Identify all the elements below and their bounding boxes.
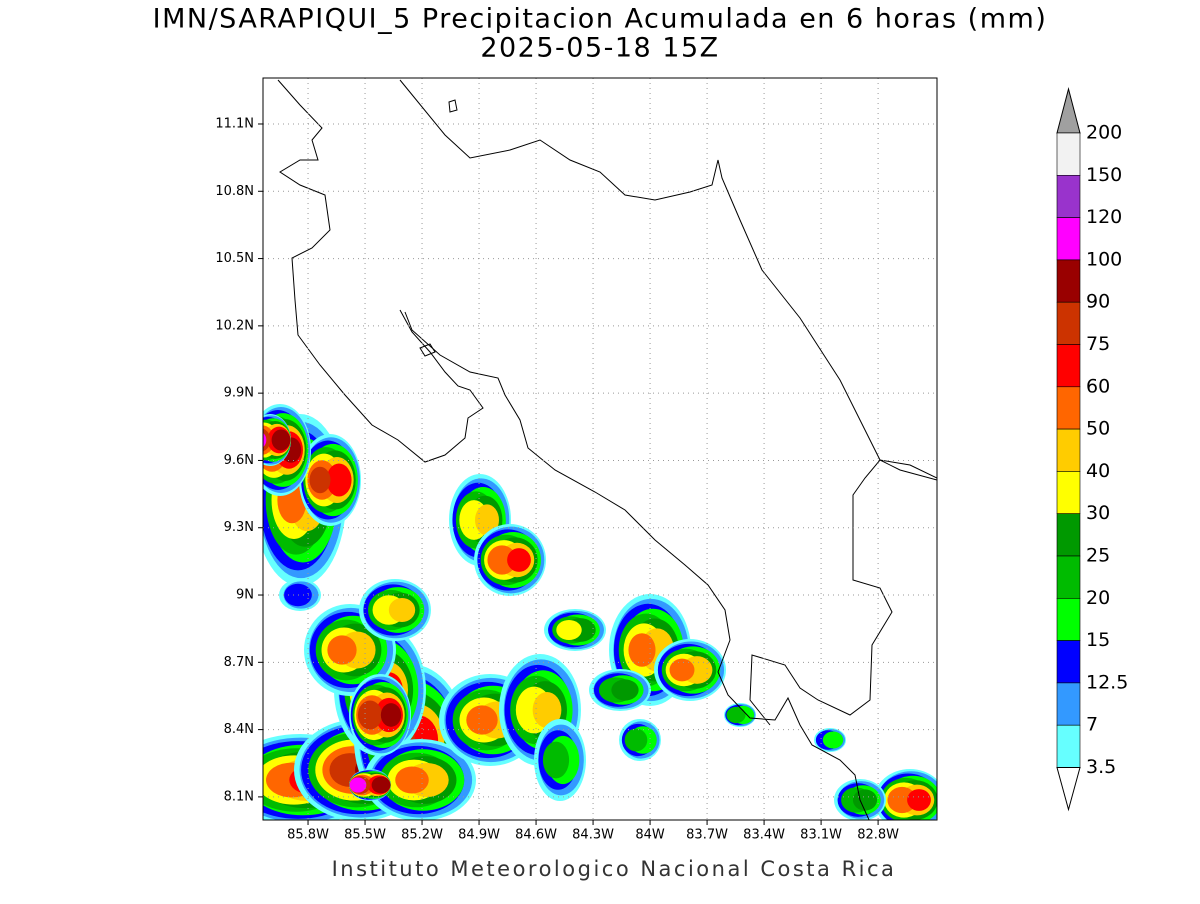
footer: Instituto Meteorologico Nacional Costa R… [332, 857, 897, 881]
precip-contour [327, 635, 357, 665]
colorbar-label: 3.5 [1086, 756, 1116, 778]
colorbar: 200 150 120 100 90 75 60 50 40 30 25 20 15 12.5 7 3.5 [1056, 87, 1128, 812]
x-tick-label: 83.4W [743, 828, 785, 843]
color-box [1056, 344, 1081, 388]
y-tick-label: 9.3N [224, 520, 254, 535]
precip-contour [380, 703, 402, 727]
color-box [1056, 555, 1081, 599]
colorbar-label: 75 [1086, 333, 1110, 355]
y-tick-label: 8.7N [224, 655, 254, 670]
colorbar-label: 30 [1086, 502, 1110, 524]
colorbar-label: 120 [1086, 206, 1122, 228]
precip-contour [822, 731, 844, 749]
x-tick-label: 83.1W [800, 828, 842, 843]
precip-contour [907, 789, 931, 811]
precip-contour [263, 432, 267, 448]
precip-contour [475, 504, 499, 536]
x-tick-label: 85.8W [287, 828, 329, 843]
colorbar-label: 60 [1086, 375, 1110, 397]
precip-contour [556, 619, 582, 641]
colorbar-label: 20 [1086, 587, 1110, 609]
precip-contour [466, 705, 498, 735]
precip-contour [326, 463, 352, 497]
y-tick-label: 11.1N [215, 116, 254, 131]
color-box [1056, 386, 1081, 430]
precip-contour [532, 692, 562, 728]
precip-contour [542, 741, 570, 779]
colorbar-label: 15 [1086, 629, 1110, 651]
island [448, 99, 458, 113]
precip-contour [887, 786, 917, 814]
x-tick-label: 84.9W [458, 828, 500, 843]
precip-contour [395, 766, 429, 794]
island [419, 343, 436, 357]
color-box [1056, 259, 1081, 303]
precip-contour [669, 658, 695, 682]
precip-field [263, 404, 937, 820]
x-tick-label: 84.3W [572, 828, 614, 843]
color-box [1056, 428, 1081, 472]
precip-contour [263, 428, 271, 452]
color-box [1056, 682, 1081, 726]
x-tick-label: 85.5W [344, 828, 386, 843]
color-box [1056, 724, 1081, 768]
caribbean-coast [399, 79, 937, 481]
y-tick-label: 10.5N [215, 251, 254, 266]
x-tick-label: 85.2W [401, 828, 443, 843]
precip-contour [852, 789, 878, 811]
color-box [1056, 597, 1081, 641]
colorbar-label: 7 [1086, 714, 1098, 736]
gulf-coast [404, 311, 870, 820]
precip-contour [271, 429, 291, 451]
x-tick-label: 84W [635, 828, 665, 843]
color-box [1056, 471, 1081, 514]
colorbar-label: 200 [1086, 122, 1122, 144]
subtitle: 2025-05-18 15Z [480, 33, 719, 64]
x-tick-label: 83.7W [686, 828, 728, 843]
y-tick-label: 9.9N [224, 386, 254, 401]
axes: 85.8W 85.5W 85.2W 84.9W 84.6W 84.3W 84W 83.7W 83… [215, 78, 937, 843]
colorbar-label: 25 [1086, 545, 1110, 567]
colorbar-label: 90 [1086, 291, 1110, 313]
color-box [1056, 175, 1081, 218]
precip-contour [726, 706, 746, 724]
precip-contour [487, 545, 517, 575]
color-box [1056, 640, 1081, 684]
y-tick-label: 8.4N [224, 722, 254, 737]
color-box [1056, 301, 1081, 345]
precip-contour [309, 466, 331, 494]
over-triangle [1056, 87, 1081, 134]
y-tick-label: 9N [236, 588, 254, 603]
color-box [1056, 513, 1081, 557]
precip-contour [371, 776, 391, 794]
y-tick-label: 10.2N [215, 318, 254, 333]
colorbar-label: 150 [1086, 164, 1122, 186]
title: IMN/SARAPIQUI_5 Precipitacion Acumulada … [153, 4, 1048, 35]
map-frame [262, 77, 938, 821]
y-tick-label: 10.8N [215, 184, 254, 199]
color-box [1056, 217, 1081, 261]
y-tick-label: 8.1N [224, 789, 254, 804]
pacific-coast [277, 79, 484, 463]
x-tick-label: 84.6W [515, 828, 557, 843]
precip-contour [507, 548, 531, 572]
y-tick-label: 9.6N [224, 453, 254, 468]
colorbar-label: 100 [1086, 248, 1122, 270]
coastlines [277, 79, 937, 820]
colorbar-label: 40 [1086, 460, 1110, 482]
precip-contour [628, 633, 656, 667]
colorbar-label: 12.5 [1086, 671, 1128, 693]
precip-contour [388, 598, 416, 622]
color-box [1056, 132, 1081, 176]
precip-contour [624, 728, 648, 752]
precip-contour [611, 679, 639, 701]
panama-coast [749, 459, 937, 726]
colorbar-label: 50 [1086, 418, 1110, 440]
under-triangle [1056, 767, 1081, 812]
precip-contour [349, 777, 367, 793]
precip-contour [357, 700, 383, 730]
x-tick-label: 82.8W [857, 828, 899, 843]
